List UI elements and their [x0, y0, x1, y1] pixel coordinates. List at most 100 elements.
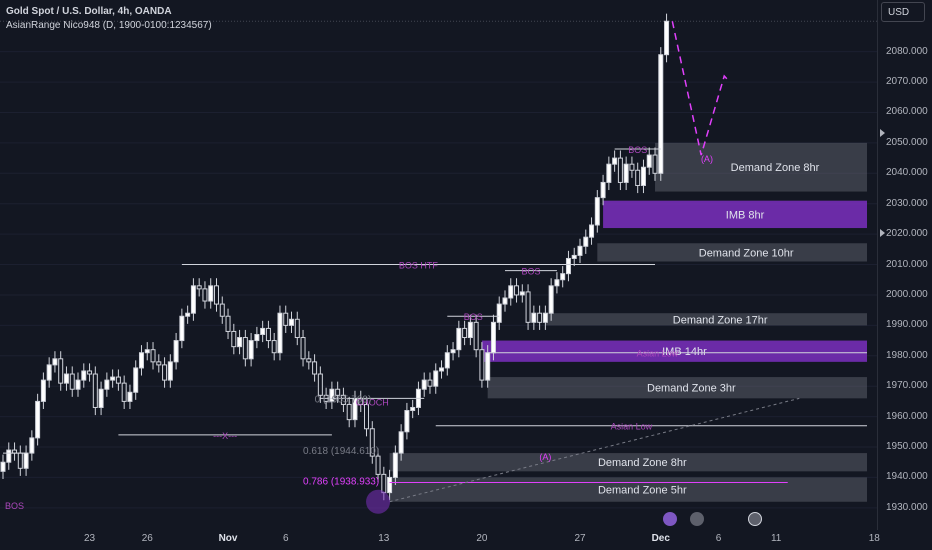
bearish-candle — [479, 349, 485, 381]
bullish-candle — [190, 285, 196, 314]
trend-line — [389, 397, 800, 503]
asian-low-label: Asian Low — [637, 349, 679, 359]
bullish-candle — [658, 54, 664, 174]
bullish-candle — [583, 236, 589, 247]
bearish-candle — [462, 327, 468, 339]
bullish-candle — [387, 476, 393, 494]
imbalance-zone — [603, 200, 867, 229]
lightning-event-icon[interactable] — [663, 512, 677, 526]
price-tick: 2040.000 — [886, 167, 928, 179]
bullish-candle — [467, 321, 473, 339]
bullish-candle — [63, 373, 69, 384]
bearish-candle — [346, 403, 352, 421]
bos-label: BOS — [521, 267, 540, 277]
bullish-candle — [81, 370, 87, 381]
demand-zone-label: Demand Zone 10hr — [699, 247, 794, 259]
bearish-candle — [242, 337, 248, 360]
fib-label: 0 (1965.709) — [315, 394, 372, 405]
demand-zone — [655, 142, 867, 192]
time-tick: 26 — [141, 533, 153, 544]
demand-zone-label: Demand Zone 8hr — [598, 457, 687, 469]
bearish-candle — [300, 337, 306, 360]
bearish-candle — [617, 157, 623, 183]
wave-label: (A) — [701, 154, 713, 164]
price-tick: 2050.000 — [886, 136, 928, 148]
bearish-candle — [162, 364, 168, 381]
bearish-candle — [306, 358, 312, 363]
bullish-candle — [248, 340, 254, 360]
flag-event-icon[interactable] — [690, 512, 704, 526]
imbalance-zone-label: IMB 8hr — [726, 209, 765, 221]
price-tick: 1980.000 — [886, 349, 928, 361]
bearish-candle — [364, 403, 370, 430]
bullish-candle — [133, 367, 139, 393]
bullish-candle — [571, 254, 577, 259]
time-tick: 6 — [282, 533, 289, 544]
bullish-candle — [179, 315, 185, 342]
bullish-candle — [404, 410, 410, 433]
fib-label: 0.786 (1938.933) — [303, 476, 379, 487]
bullish-candle — [519, 291, 525, 296]
bullish-candle — [623, 163, 629, 183]
bullish-candle — [144, 349, 150, 354]
bullish-candle — [185, 312, 191, 317]
bullish-candle — [127, 391, 133, 402]
bearish-candle — [231, 330, 237, 348]
time-tick: 23 — [83, 533, 96, 544]
bearish-candle — [17, 452, 23, 469]
bos-label: BOS HTF — [399, 261, 439, 271]
bullish-candle — [277, 312, 283, 354]
bullish-candle — [329, 388, 335, 402]
imbalance-zone-label: IMB 14hr — [662, 346, 707, 358]
bullish-candle — [0, 461, 6, 472]
bullish-candle — [167, 361, 173, 381]
demand-zone-label: Demand Zone 8hr — [731, 162, 820, 174]
bullish-candle — [560, 273, 566, 281]
flag-event-icon[interactable] — [748, 512, 762, 526]
bullish-candle — [254, 333, 260, 342]
bullish-candle — [640, 166, 646, 186]
bullish-candle — [554, 279, 560, 287]
bearish-candle — [652, 154, 658, 174]
bullish-candle — [439, 367, 445, 372]
bearish-candle — [219, 303, 225, 317]
bullish-candle — [35, 400, 41, 439]
bos-label: BOS — [5, 501, 24, 511]
price-tick: 2060.000 — [886, 106, 928, 118]
bos-label: CHOCH — [356, 397, 389, 407]
demand-zone-label: Demand Zone 5hr — [598, 485, 687, 497]
symbol-legend[interactable]: Gold Spot / U.S. Dollar, 4h, OANDA — [6, 6, 172, 17]
bullish-candle — [52, 358, 58, 366]
forecast-path — [671, 21, 731, 156]
time-tick: 20 — [476, 533, 488, 544]
bearish-candle — [381, 473, 387, 494]
bullish-candle — [502, 297, 508, 305]
bearish-candle — [312, 361, 318, 375]
imbalance-zone — [481, 340, 867, 362]
price-tick: 2030.000 — [886, 197, 928, 209]
bearish-candle — [375, 455, 381, 475]
bearish-candle — [629, 163, 635, 171]
bullish-candle — [646, 154, 652, 168]
price-chart-canvas[interactable]: Demand Zone 8hr IMB 8hr Demand Zone 10hr De… — [0, 0, 877, 530]
bearish-candle — [225, 315, 231, 332]
time-tick: 11 — [770, 533, 782, 544]
bearish-candle — [340, 394, 346, 405]
bullish-candle — [548, 285, 554, 314]
bullish-candle — [600, 181, 606, 199]
asian-low-label: Asian Low — [611, 422, 653, 432]
bullish-candle — [589, 224, 595, 238]
currency-button[interactable]: USD — [881, 2, 925, 22]
bullish-candle — [6, 449, 12, 463]
bullish-candle — [237, 337, 243, 348]
price-tick: 1940.000 — [886, 471, 928, 483]
demand-zone — [389, 453, 867, 472]
indicator-legend[interactable]: AsianRange Nico948 (D, 1900-0100:1234567… — [6, 20, 212, 31]
bullish-candle — [565, 257, 571, 275]
price-axis[interactable]: 2080.000 2070.000 2060.000 2050.000 2040.000… — [877, 0, 932, 530]
bullish-candle — [392, 452, 398, 478]
fib-label: 0.618 (1944.610) — [303, 446, 379, 457]
bearish-candle — [58, 358, 64, 384]
price-tick: 1950.000 — [886, 441, 928, 452]
